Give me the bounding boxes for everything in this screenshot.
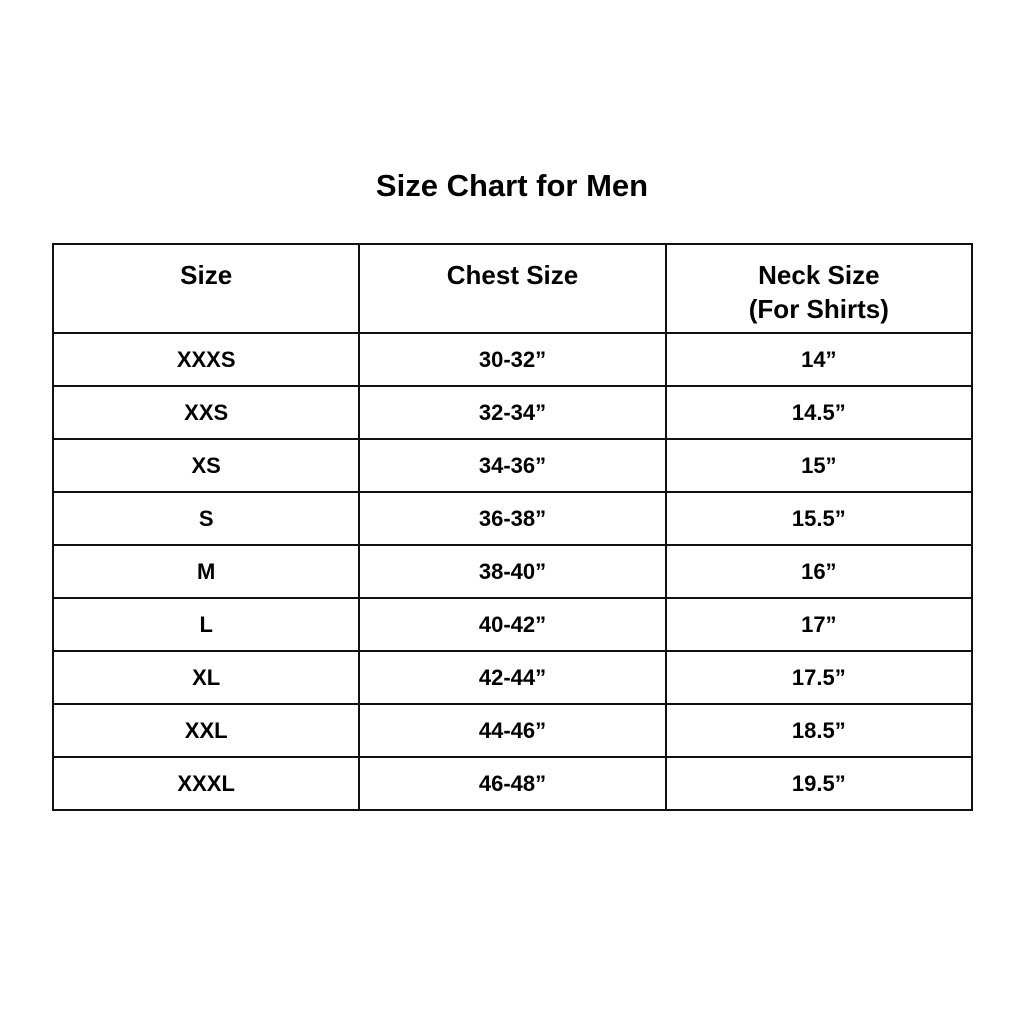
neck-size-cell: 14.5” — [664, 385, 974, 440]
header-row: Size Chest Size Neck Size (For Shirts) — [51, 243, 974, 334]
neck-size-cell: 17” — [664, 597, 974, 652]
neck-size-cell: 18.5” — [664, 703, 974, 758]
header-chest-size: Chest Size — [358, 243, 667, 334]
table-row: XXXS 30-32” 14” — [51, 332, 974, 387]
neck-size-cell: 17.5” — [664, 650, 974, 705]
size-cell: XXXS — [51, 332, 361, 387]
table-row: XXS 32-34” 14.5” — [51, 385, 974, 440]
table-row: XS 34-36” 15” — [51, 438, 974, 493]
size-cell: XXS — [51, 385, 361, 440]
neck-size-cell: 15.5” — [664, 491, 974, 546]
chest-size-cell: 40-42” — [358, 597, 667, 652]
size-cell: XXXL — [51, 756, 361, 811]
table-row: XXXL 46-48” 19.5” — [51, 756, 974, 811]
size-cell: S — [51, 491, 361, 546]
chest-size-cell: 36-38” — [358, 491, 667, 546]
table-row: XXL 44-46” 18.5” — [51, 703, 974, 758]
header-size: Size — [51, 243, 361, 334]
size-cell: M — [51, 544, 361, 599]
chest-size-cell: 38-40” — [358, 544, 667, 599]
neck-size-cell: 16” — [664, 544, 974, 599]
chest-size-cell: 34-36” — [358, 438, 667, 493]
page-title: Size Chart for Men — [375, 168, 649, 203]
header-neck-label: Neck Size — [758, 260, 880, 290]
chest-size-cell: 44-46” — [358, 703, 667, 758]
header-chest-label: Chest Size — [446, 260, 579, 290]
chest-size-cell: 46-48” — [358, 756, 667, 811]
header-neck-sublabel: (For Shirts) — [748, 294, 889, 324]
size-chart-table: Size Chest Size Neck Size (For Shirts) XX… — [51, 243, 974, 811]
neck-size-cell: 14” — [664, 332, 974, 387]
neck-size-cell: 19.5” — [664, 756, 974, 811]
chest-size-cell: 32-34” — [358, 385, 667, 440]
chest-size-cell: 30-32” — [358, 332, 667, 387]
size-cell: L — [51, 597, 361, 652]
size-cell: XXL — [51, 703, 361, 758]
size-cell: XL — [51, 650, 361, 705]
neck-size-cell: 15” — [664, 438, 974, 493]
table-row: L 40-42” 17” — [51, 597, 974, 652]
size-cell: XS — [51, 438, 361, 493]
chest-size-cell: 42-44” — [358, 650, 667, 705]
header-size-label: Size — [180, 260, 233, 290]
table-row: XL 42-44” 17.5” — [51, 650, 974, 705]
table-row: M 38-40” 16” — [51, 544, 974, 599]
header-neck-size: Neck Size (For Shirts) — [664, 243, 974, 334]
table-row: S 36-38” 15.5” — [51, 491, 974, 546]
